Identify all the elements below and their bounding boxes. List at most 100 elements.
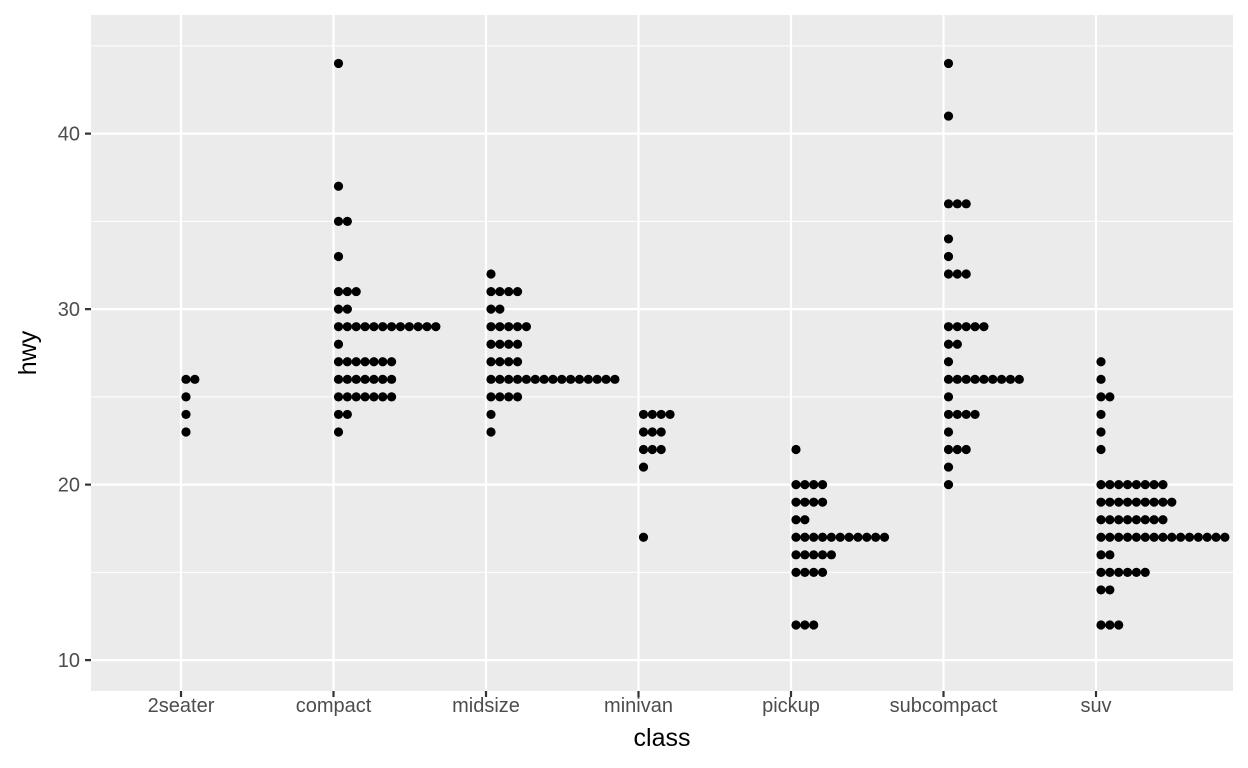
data-dot — [638, 462, 649, 472]
data-dot — [1122, 515, 1133, 525]
data-dot — [1114, 620, 1124, 630]
data-dot — [181, 374, 191, 384]
data-dot — [495, 304, 505, 314]
major-gridlines — [91, 15, 1233, 691]
data-dot — [1105, 515, 1115, 525]
data-dot — [1131, 567, 1141, 577]
data-dot — [943, 480, 954, 490]
data-dot — [360, 374, 370, 384]
data-dot — [378, 357, 388, 367]
x-tick-label: minivan — [604, 695, 673, 717]
data-dot — [495, 357, 505, 367]
data-dot — [800, 515, 810, 525]
data-dot — [504, 374, 514, 384]
data-dot — [495, 392, 505, 402]
data-dot — [333, 322, 344, 332]
data-dot — [1158, 515, 1168, 525]
data-dot — [504, 339, 514, 349]
data-dot — [369, 392, 379, 402]
data-dot — [333, 304, 344, 314]
data-dot — [486, 269, 496, 279]
data-dot — [504, 286, 514, 297]
data-dot — [539, 374, 549, 384]
data-dot — [486, 304, 496, 314]
data-dot — [952, 409, 962, 420]
data-dot — [333, 427, 344, 437]
data-dot — [1176, 532, 1186, 542]
data-dot — [961, 269, 971, 279]
y-tick-label: 10 — [58, 650, 80, 672]
data-dot — [181, 409, 191, 420]
data-dot — [512, 392, 523, 402]
data-dot — [791, 480, 801, 490]
data-dot — [871, 532, 881, 542]
data-dot — [943, 427, 954, 437]
data-dot — [1105, 567, 1115, 577]
data-dot — [952, 199, 962, 209]
data-dot — [1105, 497, 1115, 507]
data-dot — [656, 427, 666, 437]
data-dot — [800, 550, 810, 560]
data-dot — [1131, 480, 1141, 490]
data-dot — [1096, 409, 1106, 420]
x-tick-label: subcompact — [890, 695, 998, 717]
data-dot — [495, 322, 505, 332]
x-axis-title: class — [634, 724, 691, 752]
data-dot — [369, 374, 379, 384]
data-dot — [1105, 480, 1115, 490]
data-dot — [961, 409, 971, 420]
data-dot — [791, 497, 801, 507]
data-dot — [647, 409, 657, 420]
data-dot — [809, 620, 819, 630]
data-dot — [638, 427, 649, 437]
data-dot — [1096, 374, 1106, 384]
data-dot — [181, 392, 191, 402]
data-dot — [1096, 427, 1106, 437]
data-dot — [1131, 497, 1141, 507]
data-dot — [369, 357, 379, 367]
data-dot — [486, 286, 496, 297]
data-dot — [961, 199, 971, 209]
data-dot — [809, 497, 819, 507]
data-dot — [791, 444, 801, 455]
data-dot — [1211, 532, 1221, 542]
data-dot — [378, 322, 388, 332]
data-dot — [557, 374, 567, 384]
data-dot — [817, 480, 828, 490]
data-dot — [495, 286, 505, 297]
data-dot — [638, 532, 649, 542]
data-dot — [952, 374, 962, 384]
data-dot — [943, 357, 954, 367]
x-tick-label: 2seater — [148, 695, 215, 717]
data-dot — [404, 322, 414, 332]
data-dot — [333, 357, 344, 367]
data-dot — [387, 357, 397, 367]
data-dot — [943, 111, 954, 121]
data-dot — [809, 480, 819, 490]
data-dot — [1131, 515, 1141, 525]
data-dot — [512, 339, 523, 349]
data-dot — [333, 58, 344, 69]
data-dot — [961, 374, 971, 384]
data-dot — [1005, 374, 1016, 384]
data-dot — [378, 374, 388, 384]
data-dot — [943, 444, 954, 455]
data-dot — [862, 532, 872, 542]
data-dot — [1140, 515, 1150, 525]
data-dot — [997, 374, 1007, 384]
data-dot — [495, 374, 505, 384]
data-dot — [342, 286, 352, 297]
data-dot — [342, 322, 352, 332]
data-dot — [512, 374, 523, 384]
data-dot — [1184, 532, 1195, 542]
data-dot — [1114, 532, 1124, 542]
data-dot — [791, 620, 801, 630]
data-dot — [1220, 532, 1230, 542]
data-dot — [952, 269, 962, 279]
y-tick-label: 40 — [58, 124, 80, 146]
data-dot — [952, 322, 962, 332]
data-dot — [943, 269, 954, 279]
data-dot — [333, 286, 344, 297]
data-dot — [1158, 497, 1168, 507]
